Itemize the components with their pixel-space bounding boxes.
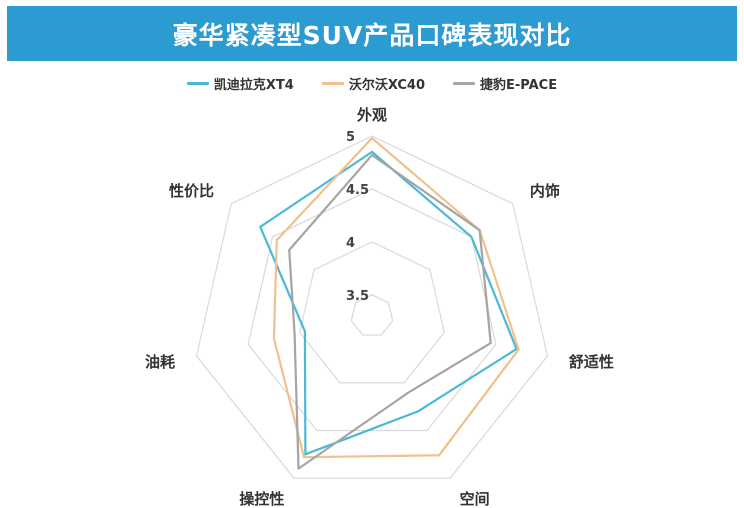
tick-label-1: 4 [346, 236, 355, 251]
legend-swatch-epace [453, 81, 476, 85]
legend-label-xc40: 沃尔沃XC40 [348, 77, 426, 93]
legend-swatch-xc40 [321, 81, 344, 85]
legend-item-xt4: 凯迪拉克XT4 [186, 74, 294, 93]
axis-label-2: 舒适性 [569, 353, 614, 371]
series-line-1 [272, 137, 520, 459]
axis-label-6: 性价比 [169, 182, 214, 200]
axis-label-0: 外观 [356, 106, 387, 124]
chart-title: 豪华紧凑型SUV产品口碑表现对比 [7, 6, 737, 61]
axis-label-4: 操控性 [239, 490, 284, 508]
legend-item-epace: 捷豹E-PACE [453, 74, 557, 93]
grid-ring-1 [299, 241, 445, 384]
tick-label-0: 3.5 [346, 289, 369, 304]
legend-swatch-xt4 [186, 81, 209, 85]
grid-ring-0 [350, 294, 394, 336]
legend-item-xc40: 沃尔沃XC40 [321, 74, 426, 93]
grid-ring-3 [195, 135, 549, 479]
axis-label-3: 空间 [460, 490, 490, 508]
legend-label-epace: 捷豹E-PACE [480, 77, 558, 93]
tick-label-3: 5 [346, 130, 355, 145]
series-line-0 [259, 150, 518, 456]
series-line-2 [288, 153, 492, 470]
axis-label-1: 内饰 [530, 182, 560, 200]
grid-ring-2 [247, 188, 497, 432]
legend-label-xt4: 凯迪拉克XT4 [213, 77, 294, 93]
tick-label-2: 4.5 [346, 183, 369, 198]
axis-label-5: 油耗 [145, 353, 175, 371]
legend: 凯迪拉克XT4 沃尔沃XC40 捷豹E-PACE [0, 72, 744, 94]
